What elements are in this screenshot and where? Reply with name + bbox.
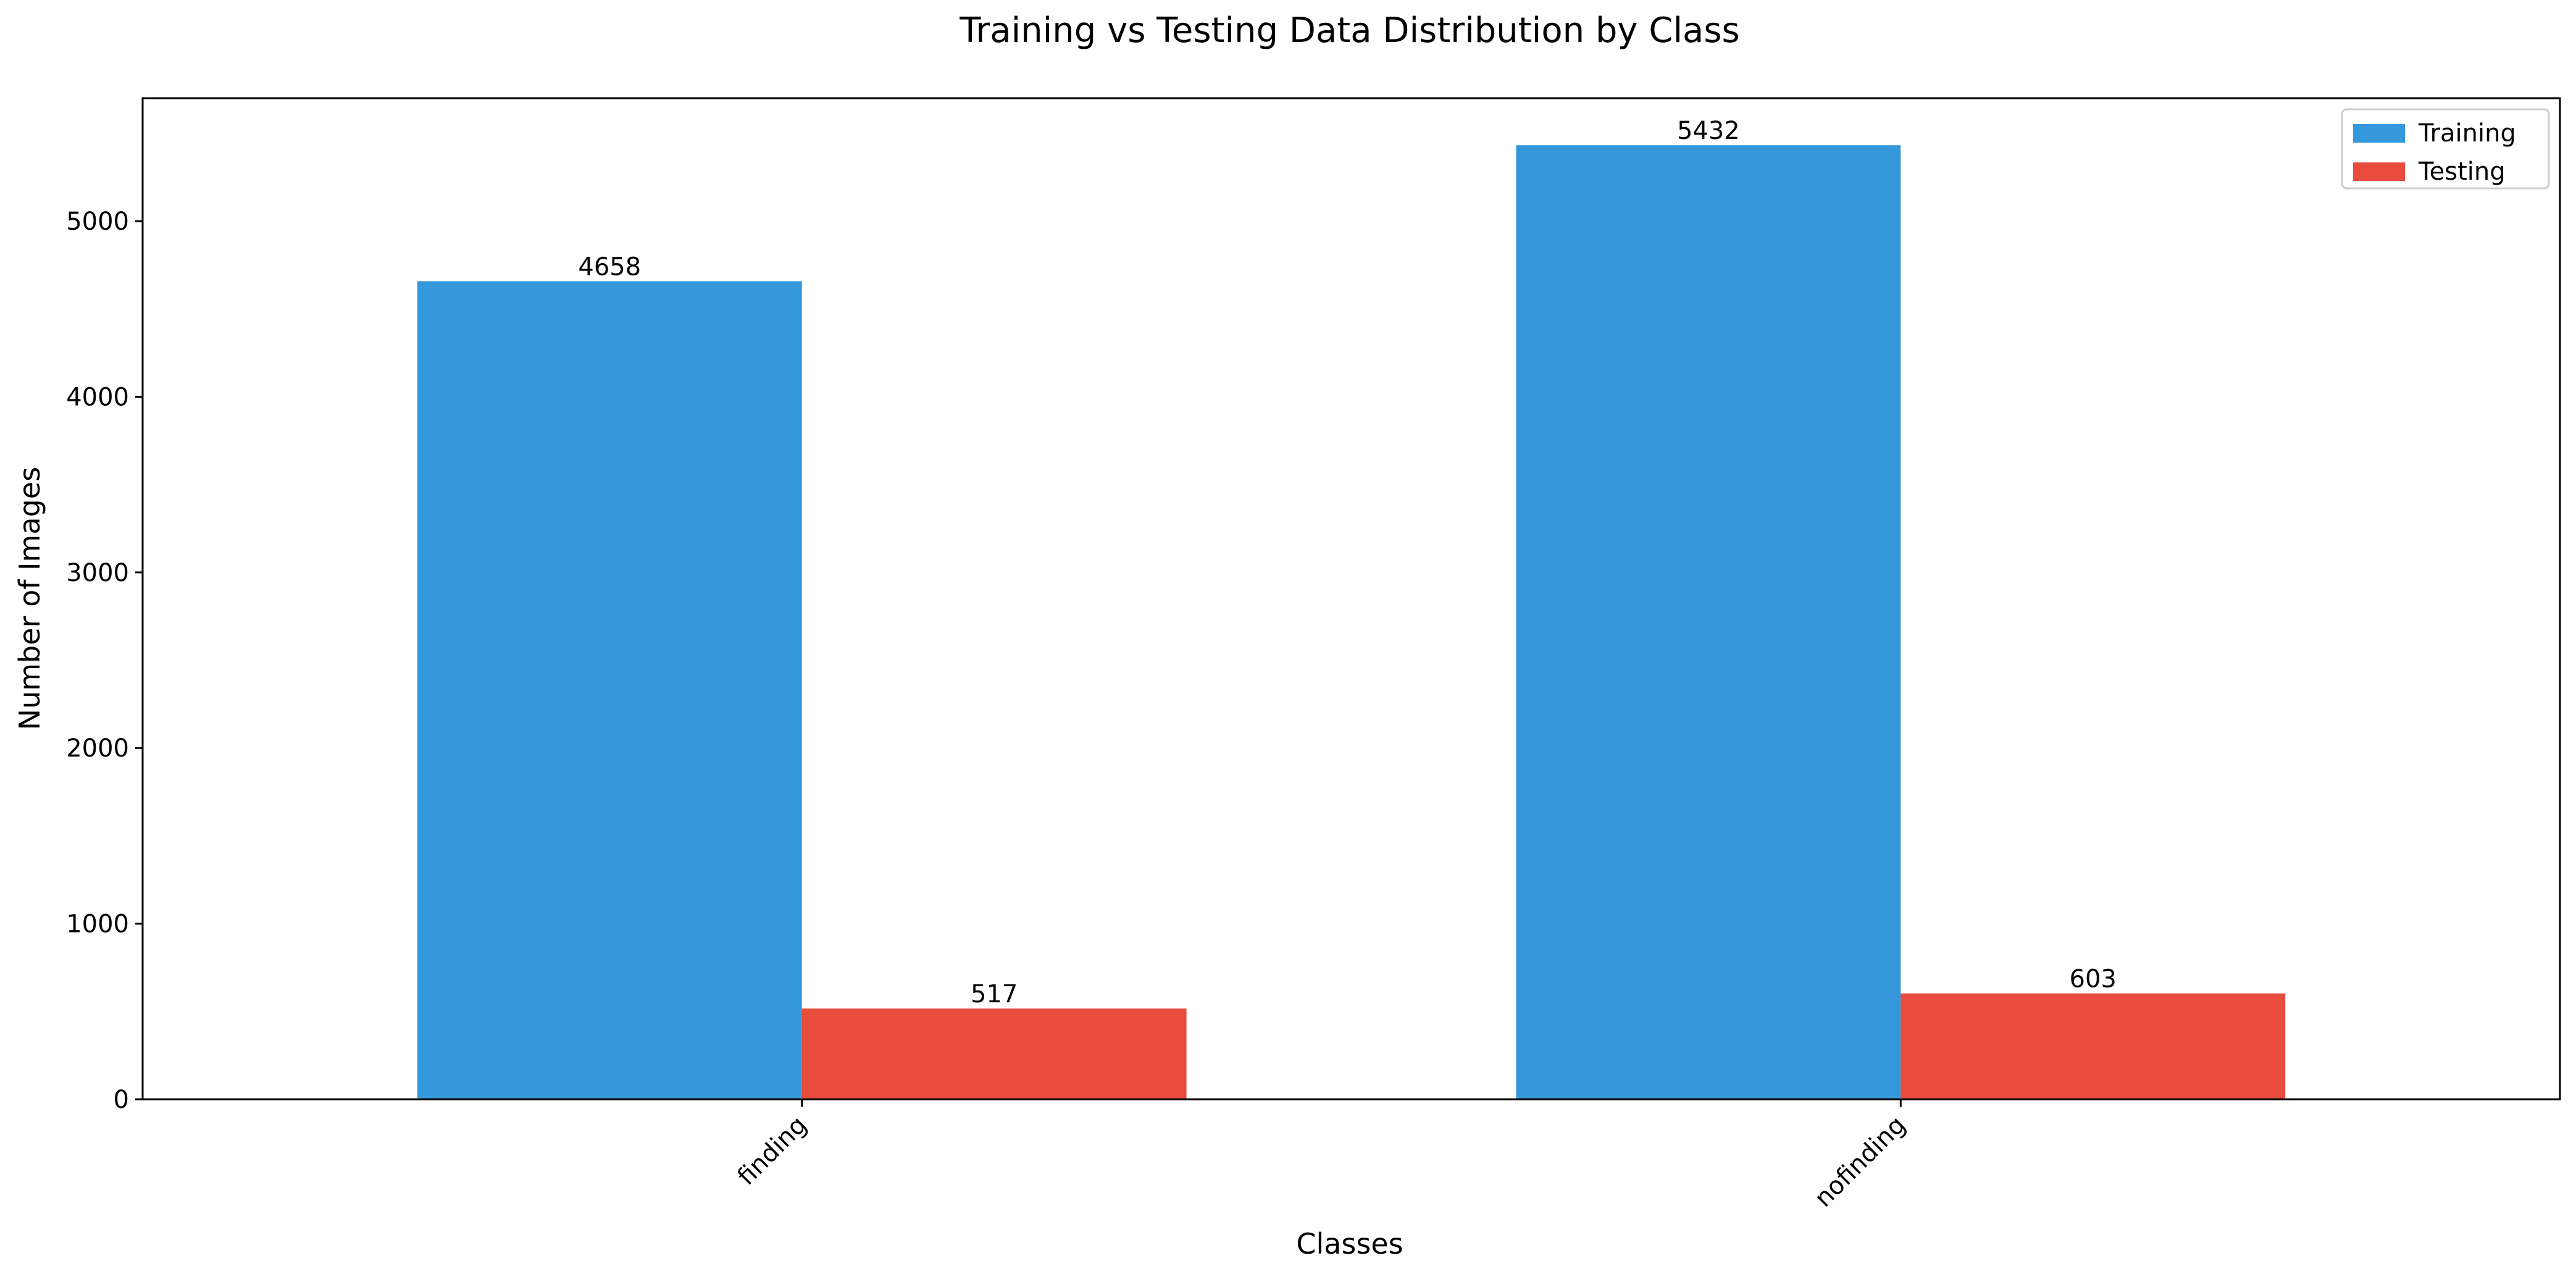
x-tick-label-nofinding: nofinding	[1809, 1111, 1911, 1213]
data-label-testing-finding: 517	[971, 980, 1018, 1009]
legend-label-training: Training	[2418, 119, 2516, 148]
y-tick-label: 1000	[66, 910, 129, 939]
y-axis: 0 1000 2000 3000 4000 5000	[66, 208, 143, 1114]
y-tick-label: 0	[114, 1086, 129, 1114]
bar-training-finding	[417, 281, 802, 1099]
y-tick-label: 2000	[66, 734, 129, 763]
y-tick-label: 5000	[66, 208, 129, 236]
x-axis: finding nofinding	[732, 1099, 1911, 1213]
bar-training-nofinding	[1516, 145, 1901, 1099]
legend: Training Testing	[2341, 108, 2550, 190]
bar-testing-nofinding	[1901, 993, 2286, 1099]
data-label-testing-nofinding: 603	[2070, 965, 2117, 994]
x-tick-label-finding: finding	[732, 1111, 813, 1191]
legend-label-testing: Testing	[2418, 157, 2506, 186]
x-axis-label: Classes	[1296, 1227, 1403, 1260]
y-axis-label: Number of Images	[13, 467, 46, 730]
chart-title: Training vs Testing Data Distribution by…	[959, 10, 1739, 51]
data-label-training-finding: 4658	[578, 253, 641, 281]
y-tick-label: 4000	[66, 383, 129, 411]
bars-layer	[417, 145, 2286, 1099]
legend-swatch-testing	[2353, 162, 2405, 181]
bar-testing-finding	[801, 1008, 1187, 1099]
data-labels-layer: 4658 5432 517 603	[578, 117, 2116, 1009]
plot-frame	[141, 97, 2561, 1101]
y-tick-label: 3000	[66, 559, 129, 587]
data-label-training-nofinding: 5432	[1677, 117, 1740, 145]
legend-swatch-training	[2353, 124, 2405, 143]
